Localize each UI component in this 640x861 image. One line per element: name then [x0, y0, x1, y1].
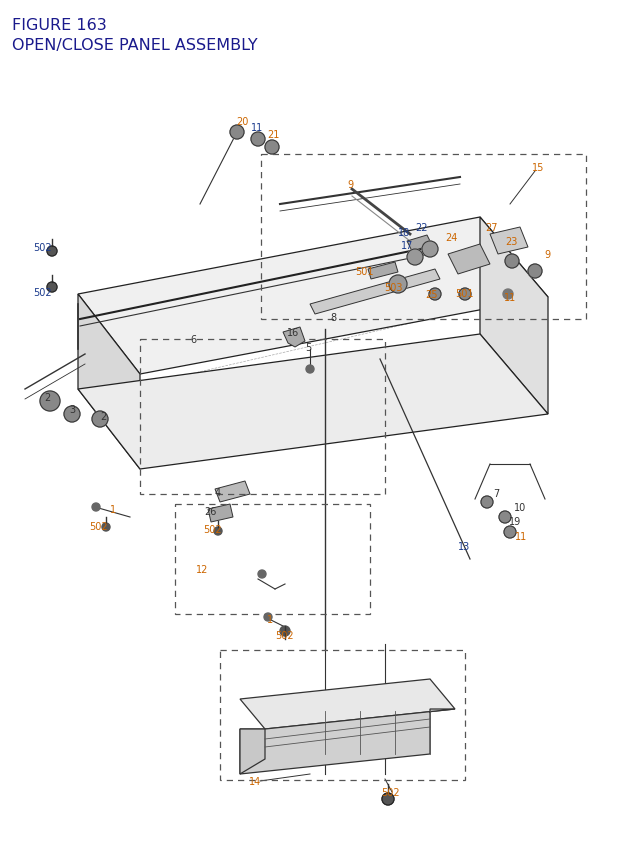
Text: 502: 502	[33, 243, 52, 253]
Circle shape	[429, 288, 441, 300]
Bar	[140, 339, 385, 494]
Circle shape	[47, 282, 57, 293]
Circle shape	[40, 392, 60, 412]
Text: 27: 27	[484, 223, 497, 232]
Bar	[175, 505, 370, 614]
Polygon shape	[480, 218, 548, 414]
Bar	[220, 650, 465, 780]
Bar	[261, 155, 586, 319]
Polygon shape	[78, 218, 548, 375]
Circle shape	[407, 250, 423, 266]
Text: 19: 19	[509, 517, 521, 526]
Text: 2: 2	[44, 393, 50, 403]
Text: 11: 11	[504, 293, 516, 303]
Text: 8: 8	[330, 313, 336, 323]
Text: 18: 18	[398, 228, 410, 238]
Text: 9: 9	[347, 180, 353, 189]
Text: 24: 24	[445, 232, 457, 243]
Polygon shape	[283, 328, 305, 348]
Polygon shape	[490, 228, 528, 255]
Text: 502: 502	[89, 522, 108, 531]
Text: 25: 25	[426, 289, 438, 300]
Text: 503: 503	[384, 282, 403, 293]
Circle shape	[504, 526, 516, 538]
Circle shape	[280, 626, 290, 636]
Circle shape	[459, 288, 471, 300]
Text: 14: 14	[249, 776, 261, 786]
Circle shape	[92, 504, 100, 511]
Text: 20: 20	[236, 117, 248, 127]
Text: 13: 13	[458, 542, 470, 551]
Text: 9: 9	[544, 250, 550, 260]
Polygon shape	[240, 729, 265, 774]
Circle shape	[230, 126, 244, 139]
Circle shape	[102, 523, 110, 531]
Circle shape	[481, 497, 493, 508]
Circle shape	[382, 793, 394, 805]
Text: 7: 7	[493, 488, 499, 499]
Circle shape	[505, 255, 519, 269]
Text: 21: 21	[267, 130, 279, 139]
Text: 26: 26	[204, 506, 216, 517]
Polygon shape	[407, 236, 432, 251]
Text: 11: 11	[251, 123, 263, 133]
Text: 502: 502	[33, 288, 52, 298]
Text: 15: 15	[532, 163, 544, 173]
Text: 16: 16	[287, 328, 299, 338]
Circle shape	[389, 276, 407, 294]
Text: 4: 4	[215, 487, 221, 498]
Circle shape	[258, 570, 266, 579]
Polygon shape	[448, 245, 490, 275]
Polygon shape	[215, 481, 250, 503]
Circle shape	[265, 141, 279, 155]
Text: OPEN/CLOSE PANEL ASSEMBLY: OPEN/CLOSE PANEL ASSEMBLY	[12, 38, 258, 53]
Polygon shape	[78, 294, 140, 469]
Circle shape	[499, 511, 511, 523]
Circle shape	[306, 366, 314, 374]
Text: 501: 501	[355, 267, 373, 276]
Polygon shape	[310, 269, 440, 314]
Circle shape	[251, 133, 265, 147]
Text: 502: 502	[204, 524, 222, 535]
Text: 17: 17	[401, 241, 413, 251]
Text: 3: 3	[69, 405, 75, 414]
Circle shape	[47, 247, 57, 257]
Text: 502: 502	[381, 787, 399, 797]
Polygon shape	[368, 263, 398, 280]
Text: 502: 502	[276, 630, 294, 641]
Text: 10: 10	[514, 503, 526, 512]
Circle shape	[64, 406, 80, 423]
Text: FIGURE 163: FIGURE 163	[12, 18, 107, 33]
Circle shape	[264, 613, 272, 622]
Text: 11: 11	[515, 531, 527, 542]
Text: 501: 501	[455, 288, 473, 299]
Polygon shape	[78, 335, 548, 469]
Polygon shape	[240, 709, 455, 774]
Text: 1: 1	[110, 505, 116, 514]
Circle shape	[503, 289, 513, 300]
Text: 12: 12	[196, 564, 208, 574]
Text: 6: 6	[190, 335, 196, 344]
Circle shape	[214, 528, 222, 536]
Text: 1: 1	[267, 614, 273, 624]
Text: 22: 22	[416, 223, 428, 232]
Text: 23: 23	[505, 237, 517, 247]
Circle shape	[422, 242, 438, 257]
Polygon shape	[208, 505, 233, 523]
Polygon shape	[240, 679, 455, 729]
Circle shape	[92, 412, 108, 428]
Text: 5: 5	[305, 343, 311, 353]
Circle shape	[528, 264, 542, 279]
Text: 2: 2	[100, 412, 106, 422]
